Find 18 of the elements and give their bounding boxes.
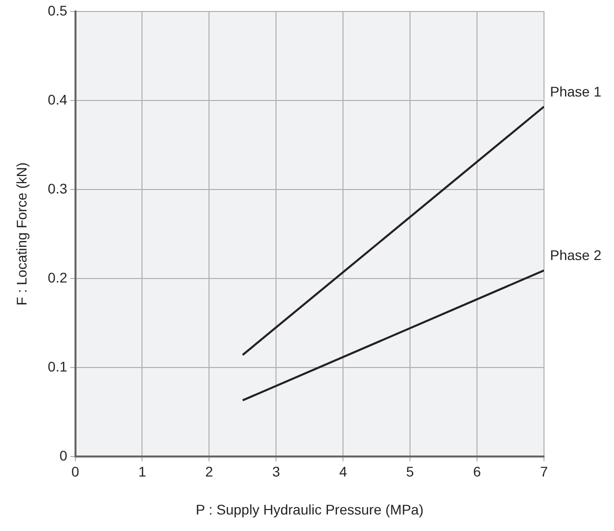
x-tick-label: 6 xyxy=(473,464,482,480)
x-tick-label: 4 xyxy=(339,464,348,480)
x-tick-label: 2 xyxy=(205,464,214,480)
x-tick-label: 5 xyxy=(406,464,414,480)
x-axis-title: P : Supply Hydraulic Pressure (MPa) xyxy=(196,501,424,518)
x-tick-label: 1 xyxy=(138,464,146,480)
y-tick-label: 0.2 xyxy=(48,269,68,286)
y-tick-label: 0.4 xyxy=(48,91,68,108)
x-tick-label: 0 xyxy=(71,464,80,480)
y-tick-label: 0.1 xyxy=(48,358,68,374)
series-label: Phase 2 xyxy=(550,247,602,264)
y-axis-title: F : Locating Force (kN) xyxy=(13,162,30,306)
x-tick-label: 7 xyxy=(540,464,548,480)
y-tick-label: 0 xyxy=(59,447,68,464)
y-tick-label: 0.5 xyxy=(48,2,68,18)
series-label: Phase 1 xyxy=(550,83,602,100)
x-tick-label: 3 xyxy=(272,464,280,480)
y-tick-label: 0.3 xyxy=(48,180,68,196)
